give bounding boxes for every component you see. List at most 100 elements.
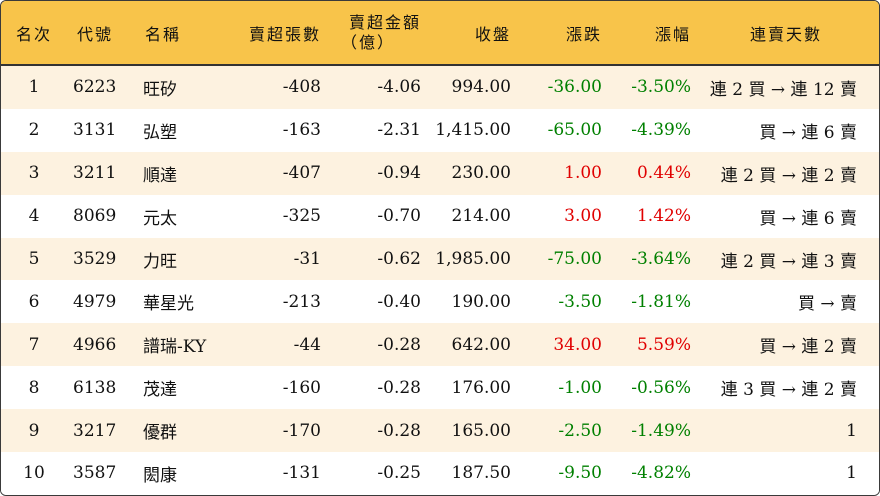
row-close: 994.00 [451, 77, 511, 98]
row-rank: 8 [28, 377, 40, 398]
row-code: 4966 [73, 334, 117, 355]
row-pct: -0.56% [631, 377, 691, 398]
row-shares: -213 [282, 291, 321, 312]
row-code: 3211 [73, 163, 117, 184]
table-header: 名次 代號 名稱 賣超張數 賣超金額 （億） 收盤 漲跌 漲幅 連賣天數 [1, 1, 879, 66]
row-close: 187.50 [451, 463, 511, 484]
table-row: 4 8069 元太 -325 -0.70 214.00 3.00 1.42% 買 → 連 6 賣 [1, 194, 879, 238]
row-amount: -0.28 [377, 334, 421, 355]
row-pct: -3.50% [631, 77, 691, 98]
table-row: 5 3529 力旺 -31 -0.62 1,985.00 -75.00 -3.64% 連 2 買… [1, 237, 879, 281]
row-shares: -160 [282, 377, 321, 398]
row-pct: 5.59% [636, 334, 691, 355]
row-streak: 連 2 買 → 連 12 賣 [709, 79, 857, 100]
row-amount: -0.28 [377, 420, 421, 441]
row-rank: 3 [28, 163, 40, 184]
row-name: 力旺 [143, 251, 177, 272]
row-pct: -1.81% [631, 291, 691, 312]
row-amount: -2.31 [377, 120, 421, 141]
row-streak: 連 2 買 → 連 2 賣 [720, 165, 857, 186]
row-name: 茂達 [143, 380, 177, 401]
table-row: 3 3211 順達 -407 -0.94 230.00 1.00 0.44% 連 2 買 → 連… [1, 151, 879, 195]
header-rank: 名次 [15, 24, 52, 44]
row-code: 3529 [73, 249, 117, 269]
row-change: -65.00 [547, 120, 602, 141]
row-close: 190.00 [451, 291, 511, 312]
row-name: 旺矽 [143, 79, 177, 100]
row-rank: 7 [28, 334, 40, 355]
table-row: 2 3131 弘塑 -163 -2.31 1,415.00 -65.00 -4.39% 買 → … [1, 108, 879, 152]
row-change: 1.00 [564, 163, 602, 184]
table-row: 6 4979 華星光 -213 -0.40 190.00 -3.50 -1.81% 買 → 賣 [1, 280, 879, 324]
header-streak: 連賣天數 [749, 24, 822, 44]
row-name: 元太 [143, 208, 177, 229]
row-streak: 1 [846, 420, 857, 441]
row-change: -2.50 [558, 420, 602, 441]
row-shares: -325 [282, 206, 321, 227]
row-code: 4979 [73, 291, 117, 312]
table-row: 8 6138 茂達 -160 -0.28 176.00 -1.00 -0.56% 連 3 買 →… [1, 366, 879, 410]
header-name: 名稱 [145, 24, 182, 44]
row-streak: 買 → 連 6 賣 [759, 122, 857, 143]
row-name: 譜瑞-KY [143, 337, 207, 358]
row-close: 1,985.00 [435, 249, 511, 269]
row-pct: -4.82% [631, 463, 691, 484]
row-pct: 1.42% [636, 206, 691, 227]
row-name: 優群 [143, 423, 177, 444]
header-pct: 漲幅 [654, 24, 691, 44]
row-code: 6223 [73, 77, 117, 98]
row-code: 3587 [73, 463, 117, 484]
table-row: 7 4966 譜瑞-KY -44 -0.28 642.00 34.00 5.59% 買 → 連 … [1, 323, 879, 367]
row-streak: 連 2 買 → 連 3 賣 [720, 251, 857, 272]
table-row: 9 3217 優群 -170 -0.28 165.00 -2.50 -1.49% 1 [1, 409, 879, 453]
row-streak: 買 → 連 6 賣 [759, 208, 857, 229]
row-close: 214.00 [451, 206, 511, 227]
row-name: 閎康 [143, 465, 177, 486]
row-amount: -0.70 [377, 206, 421, 227]
row-rank: 5 [28, 249, 40, 269]
row-code: 3131 [73, 120, 117, 141]
header-amount: 賣超金額 （億） [321, 1, 421, 64]
row-change: -9.50 [558, 463, 602, 484]
row-shares: -31 [293, 249, 321, 269]
row-pct: 0.44% [636, 163, 691, 184]
row-amount: -4.06 [377, 77, 421, 98]
row-change: -75.00 [547, 249, 602, 269]
row-rank: 6 [28, 291, 40, 312]
row-pct: -1.49% [631, 420, 691, 441]
row-change: 34.00 [553, 334, 602, 355]
row-streak: 買 → 賣 [797, 294, 857, 315]
row-close: 176.00 [451, 377, 511, 398]
row-pct: -4.39% [631, 120, 691, 141]
row-code: 3217 [73, 420, 117, 441]
row-change: -3.50 [558, 291, 602, 312]
table-row: 10 3587 閎康 -131 -0.25 187.50 -9.50 -4.82% 1 [1, 452, 879, 495]
row-shares: -408 [282, 77, 321, 98]
header-code: 代號 [77, 24, 114, 44]
row-change: 3.00 [564, 206, 602, 227]
row-amount: -0.94 [377, 163, 421, 184]
row-amount: -0.40 [377, 291, 421, 312]
header-change: 漲跌 [565, 24, 602, 44]
row-close: 1,415.00 [435, 120, 511, 141]
table-row: 1 6223 旺矽 -408 -4.06 994.00 -36.00 -3.50% 連 2 買 … [1, 66, 879, 109]
row-rank: 2 [28, 120, 40, 141]
header-shares: 賣超張數 [248, 24, 321, 44]
row-shares: -131 [282, 463, 321, 484]
row-shares: -170 [282, 420, 321, 441]
row-code: 8069 [73, 206, 117, 227]
row-change: -36.00 [547, 77, 602, 98]
row-shares: -44 [293, 334, 321, 355]
row-rank: 10 [23, 463, 45, 484]
row-pct: -3.64% [631, 249, 691, 269]
row-streak: 買 → 連 2 賣 [759, 337, 857, 358]
row-close: 642.00 [451, 334, 511, 355]
row-name: 順達 [143, 165, 177, 186]
row-shares: -163 [282, 120, 321, 141]
row-amount: -0.25 [377, 463, 421, 484]
row-shares: -407 [282, 163, 321, 184]
row-amount: -0.28 [377, 377, 421, 398]
row-rank: 4 [28, 206, 40, 227]
row-amount: -0.62 [377, 249, 421, 269]
